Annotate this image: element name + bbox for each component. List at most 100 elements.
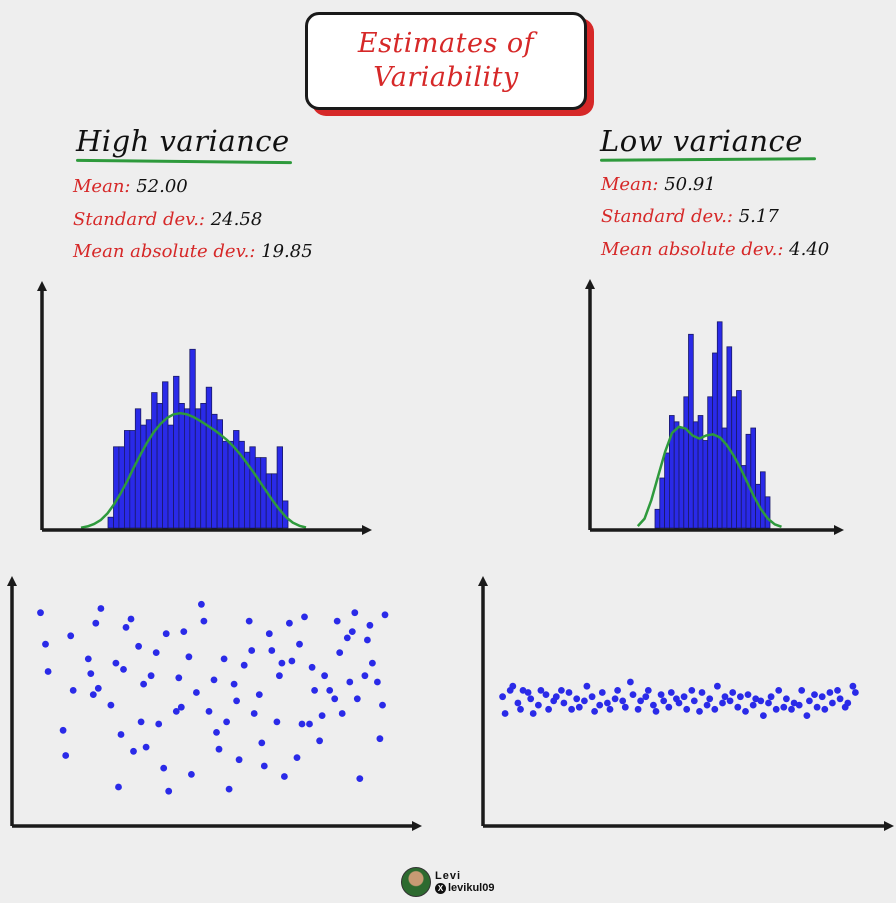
low-variance-scatter-point xyxy=(675,699,683,707)
low-variance-scatter-point xyxy=(621,703,629,711)
high-variance-scatter-point xyxy=(223,718,231,726)
high-variance-histogram-bar xyxy=(173,375,180,529)
high-variance-scatter-point xyxy=(59,726,67,734)
high-variance-scatter-point xyxy=(258,739,266,747)
high-variance-scatter-point xyxy=(326,687,334,694)
high-variance-scatter-point xyxy=(152,649,160,656)
high-mean-value: 52.00 xyxy=(136,176,188,197)
high-variance-scatter-point xyxy=(273,718,281,726)
low-variance-scatter-point xyxy=(524,689,532,696)
high-variance-scatter-point xyxy=(316,737,323,745)
low-variance-scatter-point xyxy=(583,682,591,690)
high-variance-heading: High variance xyxy=(76,124,290,158)
low-variance-scatter-point xyxy=(680,693,688,701)
low-variance-histogram-bar xyxy=(673,421,680,529)
low-sd-stat: Standard dev.: 5.17 xyxy=(601,206,779,227)
high-mad-stat: Mean absolute dev.: 19.85 xyxy=(73,241,313,262)
high-variance-scatter-point xyxy=(311,687,318,694)
high-variance-scatter-point xyxy=(135,642,143,650)
high-variance-scatter-point xyxy=(137,718,145,726)
low-variance-scatter-point xyxy=(726,697,734,705)
high-variance-scatter-point xyxy=(198,600,205,608)
author-credit: Levi X levikul09 xyxy=(401,866,494,898)
low-variance-scatter-point xyxy=(811,691,818,698)
low-variance-scatter-point xyxy=(714,682,721,690)
low-variance-scatter-point xyxy=(752,695,760,703)
low-variance-scatter-point xyxy=(588,693,596,701)
low-variance-histogram-bar xyxy=(659,477,665,529)
high-variance-scatter-point xyxy=(44,668,52,675)
low-variance-scatter-point xyxy=(788,705,795,713)
high-variance-scatter-point xyxy=(306,720,313,728)
high-sd-label: Standard dev.: xyxy=(73,209,205,230)
high-variance-scatter-point xyxy=(374,678,381,686)
high-variance-scatter-point xyxy=(376,735,384,743)
low-variance-scatter-point xyxy=(575,703,583,711)
low-variance-scatter-point xyxy=(711,705,719,713)
low-variance-scatter-point xyxy=(537,687,545,694)
high-variance-scatter-point xyxy=(205,708,213,715)
high-variance-scatter-point xyxy=(180,628,188,635)
low-variance-scatter-point xyxy=(650,701,657,709)
high-variance-scatter-point xyxy=(336,649,344,656)
high-variance-scatter-point xyxy=(92,619,100,627)
high-variance-scatter-point xyxy=(286,619,293,627)
high-variance-histogram-density-curve xyxy=(80,411,307,529)
low-variance-scatter-point xyxy=(596,701,604,709)
high-variance-histogram-bar xyxy=(254,457,262,529)
low-variance-scatter-point xyxy=(560,699,568,707)
low-variance-scatter-point xyxy=(834,687,841,694)
low-variance-scatter-point xyxy=(790,699,798,707)
low-variance-scatter-point xyxy=(501,710,509,717)
low-variance-scatter-point xyxy=(665,703,673,711)
high-variance-histogram-bar xyxy=(265,473,273,529)
author-handle-row: X levikul09 xyxy=(435,882,494,894)
high-variance-histogram-bar xyxy=(113,446,120,529)
low-variance-scatter-point xyxy=(737,693,744,701)
low-variance-scatter-point xyxy=(721,693,729,701)
low-variance-scatter-point xyxy=(749,701,757,709)
high-variance-scatter-point xyxy=(250,710,258,717)
low-variance-scatter-point xyxy=(798,687,806,694)
high-variance-scatter-point xyxy=(142,743,150,751)
high-variance-scatter-point xyxy=(130,747,137,755)
high-variance-histogram-bar xyxy=(276,446,284,529)
high-variance-scatter-point xyxy=(140,680,148,688)
high-variance-scatter-point xyxy=(346,678,354,686)
high-variance-histogram-bar xyxy=(233,430,240,529)
low-variance-scatter-point xyxy=(573,695,581,703)
high-variance-scatter-point xyxy=(268,647,276,654)
high-variance-scatter-point xyxy=(225,785,233,793)
low-variance-histogram-bar xyxy=(726,346,733,529)
high-variance-scatter-point xyxy=(117,731,125,738)
high-variance-histogram-bar xyxy=(189,348,196,529)
high-variance-histogram xyxy=(80,348,307,529)
title-line-2: Variability xyxy=(373,62,519,93)
high-variance-scatter-point xyxy=(364,636,371,644)
high-variance-scatter-point xyxy=(343,634,351,642)
low-variance-scatter-point xyxy=(703,701,711,709)
low-variance-histogram-bar xyxy=(731,396,737,529)
low-variance-scatter-point xyxy=(652,708,660,715)
low-sd-value: 5.17 xyxy=(738,206,779,227)
high-variance-scatter-point xyxy=(160,764,168,772)
low-variance-scatter-point xyxy=(606,705,614,713)
low-variance-scatter-point xyxy=(765,699,772,707)
low-variance-scatter-point xyxy=(690,697,698,705)
low-variance-scatter-point xyxy=(742,708,749,715)
high-variance-scatter-point xyxy=(112,659,120,667)
low-variance-scatter-point xyxy=(598,689,606,696)
high-variance-histogram-bar xyxy=(134,408,142,529)
low-variance-scatter-point xyxy=(829,699,836,707)
high-variance-scatter-point xyxy=(321,672,328,680)
high-variance-scatter-point xyxy=(62,752,70,759)
low-variance-histogram-bar xyxy=(716,321,723,529)
high-mean-label: Mean: xyxy=(73,176,131,197)
low-variance-scatter-point xyxy=(757,697,765,705)
high-variance-scatter-point xyxy=(240,661,248,669)
high-variance-histogram-bar xyxy=(167,424,174,529)
low-variance-scatter-point xyxy=(688,687,696,694)
high-variance-histogram-bar xyxy=(194,408,202,529)
low-variance-histogram-bar xyxy=(683,396,689,529)
